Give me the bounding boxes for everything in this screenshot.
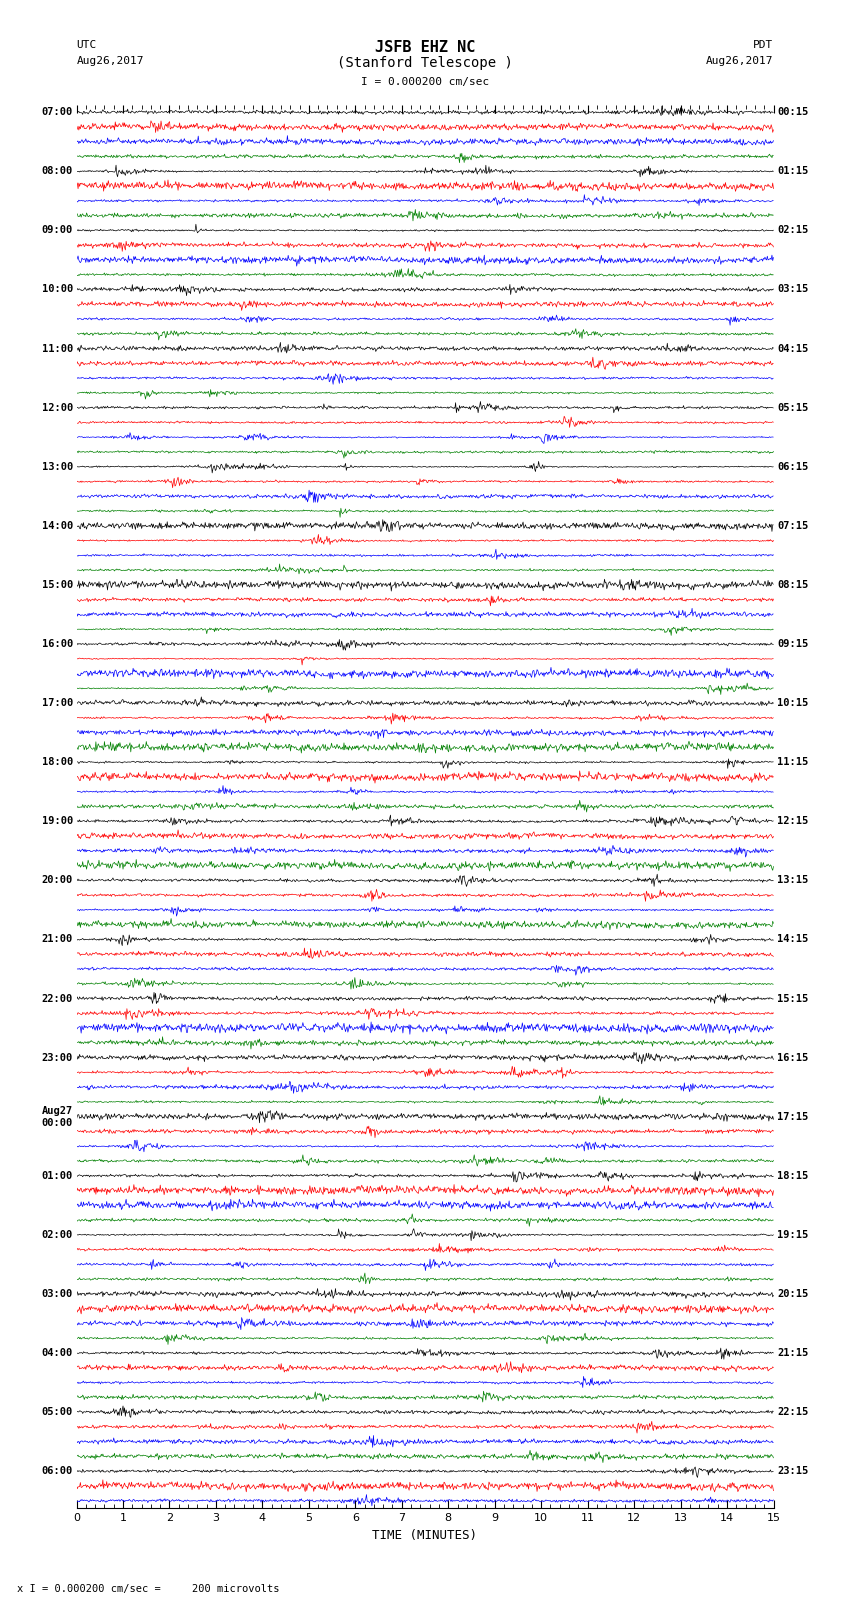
Text: 09:00: 09:00 — [42, 226, 73, 235]
Text: 22:15: 22:15 — [777, 1407, 808, 1418]
Text: 06:00: 06:00 — [42, 1466, 73, 1476]
Text: 15:15: 15:15 — [777, 994, 808, 1003]
Text: (Stanford Telescope ): (Stanford Telescope ) — [337, 56, 513, 71]
Text: 02:00: 02:00 — [42, 1229, 73, 1240]
Text: 12:15: 12:15 — [777, 816, 808, 826]
Text: x I = 0.000200 cm/sec =     200 microvolts: x I = 0.000200 cm/sec = 200 microvolts — [17, 1584, 280, 1594]
Text: 18:00: 18:00 — [42, 756, 73, 768]
Text: 01:15: 01:15 — [777, 166, 808, 176]
Text: 05:15: 05:15 — [777, 403, 808, 413]
Text: 10:00: 10:00 — [42, 284, 73, 295]
Text: 18:15: 18:15 — [777, 1171, 808, 1181]
Text: 20:00: 20:00 — [42, 876, 73, 886]
X-axis label: TIME (MINUTES): TIME (MINUTES) — [372, 1529, 478, 1542]
Text: 14:00: 14:00 — [42, 521, 73, 531]
Text: 23:00: 23:00 — [42, 1053, 73, 1063]
Text: 06:15: 06:15 — [777, 461, 808, 471]
Text: UTC: UTC — [76, 40, 97, 50]
Text: 01:00: 01:00 — [42, 1171, 73, 1181]
Text: 08:00: 08:00 — [42, 166, 73, 176]
Text: 07:00: 07:00 — [42, 106, 73, 118]
Text: 17:15: 17:15 — [777, 1111, 808, 1121]
Text: 19:15: 19:15 — [777, 1229, 808, 1240]
Text: Aug27
00:00: Aug27 00:00 — [42, 1107, 73, 1127]
Text: 15:00: 15:00 — [42, 581, 73, 590]
Text: Aug26,2017: Aug26,2017 — [76, 56, 144, 66]
Text: 02:15: 02:15 — [777, 226, 808, 235]
Text: 10:15: 10:15 — [777, 698, 808, 708]
Text: 13:00: 13:00 — [42, 461, 73, 471]
Text: 05:00: 05:00 — [42, 1407, 73, 1418]
Text: 03:15: 03:15 — [777, 284, 808, 295]
Text: 23:15: 23:15 — [777, 1466, 808, 1476]
Text: 19:00: 19:00 — [42, 816, 73, 826]
Text: JSFB EHZ NC: JSFB EHZ NC — [375, 40, 475, 55]
Text: 07:15: 07:15 — [777, 521, 808, 531]
Text: 20:15: 20:15 — [777, 1289, 808, 1298]
Text: 16:15: 16:15 — [777, 1053, 808, 1063]
Text: 11:15: 11:15 — [777, 756, 808, 768]
Text: I = 0.000200 cm/sec: I = 0.000200 cm/sec — [361, 77, 489, 87]
Text: Aug26,2017: Aug26,2017 — [706, 56, 774, 66]
Text: 13:15: 13:15 — [777, 876, 808, 886]
Text: 00:15: 00:15 — [777, 106, 808, 118]
Text: 12:00: 12:00 — [42, 403, 73, 413]
Text: 09:15: 09:15 — [777, 639, 808, 648]
Text: 08:15: 08:15 — [777, 581, 808, 590]
Text: 14:15: 14:15 — [777, 934, 808, 945]
Text: PDT: PDT — [753, 40, 774, 50]
Text: 04:15: 04:15 — [777, 344, 808, 353]
Text: 21:15: 21:15 — [777, 1348, 808, 1358]
Text: 21:00: 21:00 — [42, 934, 73, 945]
Text: 17:00: 17:00 — [42, 698, 73, 708]
Text: 16:00: 16:00 — [42, 639, 73, 648]
Text: 22:00: 22:00 — [42, 994, 73, 1003]
Text: 04:00: 04:00 — [42, 1348, 73, 1358]
Text: 11:00: 11:00 — [42, 344, 73, 353]
Text: 03:00: 03:00 — [42, 1289, 73, 1298]
